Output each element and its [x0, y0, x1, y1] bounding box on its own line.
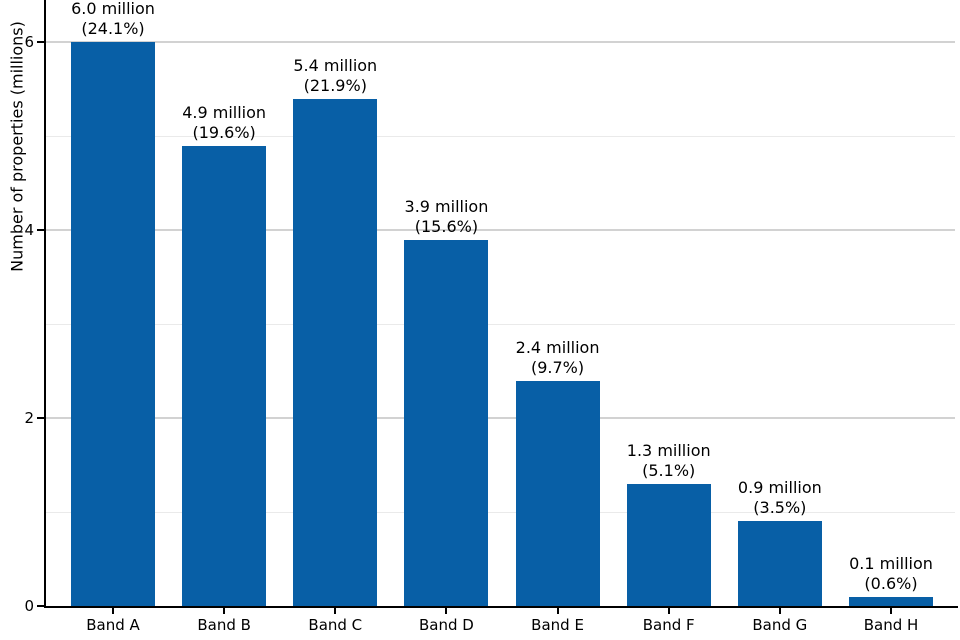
bar-value-text: 0.9 million	[737, 478, 822, 498]
bar-percent-text: (24.1%)	[81, 19, 145, 39]
major-gridline-y2	[46, 417, 955, 420]
bar-percent-text: (3.5%)	[753, 498, 807, 518]
y-tick-mark-0	[37, 605, 44, 607]
bar-value-label-band-c: 5.4 million (21.9%)	[293, 56, 377, 96]
bar-percent-text: (19.6%)	[192, 122, 256, 142]
bar-band-g	[737, 521, 822, 606]
bar-percent-text: (9.7%)	[530, 357, 585, 377]
bar-value-label-band-b: 4.9 million (19.6%)	[182, 103, 266, 143]
plot-area: 6.0 million (24.1%) 4.9 million (19.6%) 5.4 …	[46, 0, 958, 606]
bar-value-label-band-e: 2.4 million (9.7%)	[516, 338, 600, 378]
bar-value-label-band-g: 0.9 million (3.5%)	[738, 478, 822, 518]
bar-value-label-band-f: 1.3 million (5.1%)	[627, 441, 711, 481]
y-tick-mark-6	[37, 41, 44, 44]
bar-value-text: 5.4 million	[293, 55, 378, 75]
y-axis-spine	[44, 0, 46, 608]
major-gridline-y4	[46, 229, 955, 232]
bar-value-label-band-a: 6.0 million (24.1%)	[71, 0, 155, 39]
x-tick-mark-band-h	[890, 608, 892, 614]
bar-value-label-band-h: 0.1 million (0.6%)	[849, 554, 933, 594]
x-tick-label-band-e: Band E	[531, 616, 584, 634]
minor-gridline-y5	[46, 135, 955, 137]
bar-band-d	[404, 239, 489, 606]
bar-value-text: 3.9 million	[404, 196, 489, 216]
y-tick-mark-4	[37, 229, 44, 232]
bar-percent-text: (21.9%)	[303, 75, 367, 95]
x-axis-spine	[44, 606, 958, 608]
bar-value-text: 0.1 million	[849, 553, 933, 573]
y-tick-label-6: 6	[24, 33, 34, 52]
x-tick-label-band-g: Band G	[752, 616, 808, 634]
x-tick-mark-band-e	[556, 608, 559, 614]
x-tick-label-band-c: Band C	[308, 616, 363, 634]
x-tick-label-band-d: Band D	[419, 616, 474, 634]
x-tick-mark-band-c	[334, 608, 337, 614]
x-tick-label-band-b: Band B	[197, 616, 251, 634]
bar-band-c	[293, 98, 378, 606]
bar-band-h	[849, 596, 933, 606]
x-tick-mark-band-g	[778, 608, 781, 614]
bar-value-label-band-d: 3.9 million (15.6%)	[405, 197, 489, 237]
bar-value-text: 4.9 million	[182, 102, 267, 122]
x-tick-label-band-f: Band F	[642, 616, 695, 634]
x-tick-mark-band-a	[112, 608, 114, 614]
x-tick-label-band-h: Band H	[863, 616, 919, 634]
bar-value-text: 2.4 million	[515, 337, 600, 357]
x-tick-label-band-a: Band A	[86, 616, 140, 634]
y-tick-label-2: 2	[24, 409, 34, 428]
bar-band-b	[182, 145, 267, 606]
bar-percent-text: (15.6%)	[414, 216, 479, 236]
bar-band-e	[515, 380, 600, 606]
bar-value-text: 6.0 million	[71, 0, 155, 19]
x-tick-mark-band-b	[223, 608, 226, 614]
bar-percent-text: (5.1%)	[642, 460, 696, 480]
major-gridline-y6	[46, 41, 955, 44]
bar-percent-text: (0.6%)	[864, 573, 918, 593]
minor-gridline-y3	[46, 323, 955, 325]
bar-value-text: 1.3 million	[626, 440, 711, 460]
x-tick-mark-band-f	[667, 608, 670, 614]
y-tick-label-4: 4	[24, 221, 34, 240]
y-tick-mark-2	[37, 417, 44, 420]
bar-band-f	[626, 483, 711, 606]
bar-band-a	[71, 42, 155, 606]
minor-gridline-y1	[46, 511, 955, 513]
x-tick-mark-band-d	[445, 608, 448, 614]
y-tick-label-0: 0	[24, 597, 34, 615]
